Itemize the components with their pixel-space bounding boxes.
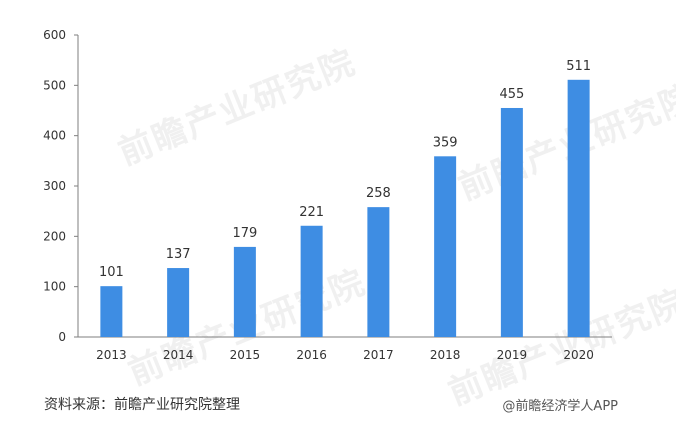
data-labels: 101 137 179 221 258 359 455 511 bbox=[99, 59, 591, 280]
x-axis: 2013 2014 2015 2016 2017 2018 2019 2020 bbox=[78, 336, 612, 362]
y-tick-label: 200 bbox=[43, 229, 66, 243]
bar-2013 bbox=[100, 286, 123, 337]
y-tick-label: 0 bbox=[58, 330, 66, 344]
data-label-2020: 511 bbox=[566, 59, 591, 74]
x-tick-label-2014: 2014 bbox=[163, 348, 194, 362]
bar-2017 bbox=[367, 207, 390, 337]
x-tick-label-2015: 2015 bbox=[230, 348, 261, 362]
bar-chart: 0 100 200 300 400 500 600 2013 2014 2015 2016 2017… bbox=[43, 28, 612, 362]
x-tick-label-2019: 2019 bbox=[497, 348, 528, 362]
bar-2015 bbox=[233, 246, 256, 337]
credit-note: @前瞻经济学人APP bbox=[502, 399, 618, 414]
data-label-2015: 179 bbox=[232, 226, 257, 241]
data-label-2019: 455 bbox=[499, 87, 524, 102]
y-tick-label: 300 bbox=[43, 179, 66, 193]
x-tick-label-2018: 2018 bbox=[430, 348, 461, 362]
data-label-2017: 258 bbox=[366, 186, 391, 201]
source-note: 资料来源：前瞻产业研究院整理 bbox=[44, 397, 240, 413]
bar-2019 bbox=[500, 107, 523, 337]
data-label-2014: 137 bbox=[166, 247, 191, 262]
bar-2014 bbox=[167, 268, 190, 337]
x-tick-label-2017: 2017 bbox=[363, 348, 394, 362]
x-tick-label-2020: 2020 bbox=[563, 348, 594, 362]
y-axis: 0 100 200 300 400 500 600 bbox=[43, 28, 79, 344]
y-tick-label: 600 bbox=[43, 28, 66, 42]
bar-2016 bbox=[300, 225, 323, 337]
data-label-2013: 101 bbox=[99, 265, 124, 280]
y-tick-label: 400 bbox=[43, 129, 66, 143]
y-tick-label: 500 bbox=[43, 78, 66, 92]
x-tick-label-2013: 2013 bbox=[96, 348, 127, 362]
y-tick-label: 100 bbox=[43, 280, 66, 294]
bar-2018 bbox=[434, 156, 457, 337]
bar-2020 bbox=[567, 79, 590, 338]
bars bbox=[100, 79, 590, 338]
data-label-2016: 221 bbox=[299, 205, 324, 220]
x-tick-label-2016: 2016 bbox=[296, 348, 327, 362]
data-label-2018: 359 bbox=[433, 135, 458, 150]
